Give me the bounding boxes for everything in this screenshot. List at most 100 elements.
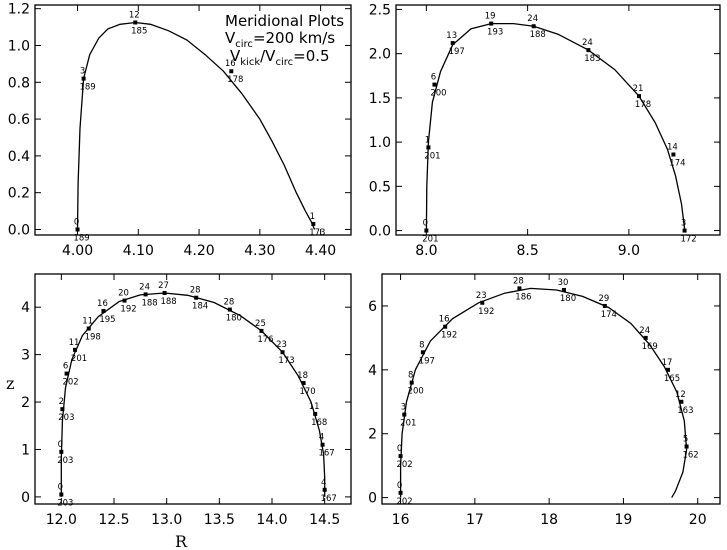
marker-label-top: 28 xyxy=(223,298,234,308)
marker-label-top: 16 xyxy=(439,315,450,325)
marker-label-bottom: 192 xyxy=(120,305,136,315)
x-tick-label: 8.5 xyxy=(516,243,538,259)
marker-label-bottom: 197 xyxy=(449,47,465,57)
marker-label-top: 14 xyxy=(667,143,678,153)
y-tick-label: 6 xyxy=(368,299,377,315)
y-axis-label: z xyxy=(6,374,14,393)
y-tick-label: 1.2 xyxy=(8,2,30,18)
orbit-marker xyxy=(64,371,69,376)
orbit-curve xyxy=(399,287,688,498)
marker-label-bottom: 203 xyxy=(58,413,74,423)
plot-frame xyxy=(34,4,352,236)
y-tick-label: 1.5 xyxy=(369,91,391,107)
marker-label-top: 30 xyxy=(558,278,569,288)
marker-label-bottom: 201 xyxy=(71,354,87,364)
marker-label-top: 3 xyxy=(80,67,85,77)
orbit-marker xyxy=(133,20,138,25)
marker-label-top: 24 xyxy=(139,282,150,292)
orbit-marker xyxy=(637,94,641,99)
y-tick-label: 0.0 xyxy=(8,222,30,238)
x-tick-label: 16 xyxy=(392,512,410,528)
marker-label-bottom: 192 xyxy=(441,331,457,341)
marker-label-top: 0 xyxy=(74,217,79,227)
marker-label-bottom: 192 xyxy=(478,307,494,317)
marker-label-bottom: 188 xyxy=(141,298,157,308)
marker-label-bottom: 189 xyxy=(79,83,95,93)
marker-label-top: 23 xyxy=(276,340,287,350)
orbit-marker xyxy=(684,444,689,449)
orbit-marker xyxy=(450,41,455,46)
y-tick-label: 0 xyxy=(368,491,377,507)
panel-top-left: 4.00 4.10 4.20 4.30 4.40 0.0 0.2 0.4 0.6 0.8 1.0 1.… xyxy=(8,2,352,259)
marker-label-top: 8 xyxy=(419,340,424,350)
marker-label-top: 27 xyxy=(158,281,169,291)
orbit-curve xyxy=(76,21,316,230)
marker-label-bottom: 178 xyxy=(635,100,651,110)
marker-label-bottom: 167 xyxy=(318,449,334,459)
marker-label-top: 23 xyxy=(476,291,487,301)
marker-label-bottom: 188 xyxy=(160,297,176,307)
marker-label-bottom: 172 xyxy=(680,235,696,245)
marker-label-bottom: 180 xyxy=(226,314,242,324)
orbit-marker xyxy=(227,307,232,312)
marker-label-bottom: 174 xyxy=(601,310,617,320)
marker-label-top: 18 xyxy=(297,371,308,381)
orbit-marker xyxy=(586,48,591,53)
x-tick-label: 8.0 xyxy=(415,243,437,259)
marker-label-bottom: 200 xyxy=(408,387,424,397)
marker-label-top: 6 xyxy=(431,73,436,83)
marker-label-top: 6 xyxy=(63,362,68,372)
y-tick-label: 0.6 xyxy=(8,112,30,128)
marker-label-top: 13 xyxy=(446,31,457,41)
marker-label-top: 11 xyxy=(309,402,320,412)
orbit-marker xyxy=(101,308,106,313)
orbit-marker xyxy=(81,76,86,81)
orbit-marker xyxy=(301,381,306,386)
marker-label-top: 11 xyxy=(82,317,93,327)
orbit-marker xyxy=(480,300,485,305)
marker-label-bottom: 203 xyxy=(57,456,73,466)
marker-label-top: 0 xyxy=(58,483,63,493)
orbit-marker xyxy=(426,145,431,150)
orbit-marker xyxy=(562,287,566,292)
y-tick-label: 4 xyxy=(368,363,377,379)
orbit-marker xyxy=(59,449,64,454)
x-tick-label: 4.00 xyxy=(62,243,93,259)
orbit-marker xyxy=(194,295,199,300)
marker-label-bottom: 200 xyxy=(430,89,446,99)
marker-label-bottom: 185 xyxy=(131,26,147,36)
orbit-marker xyxy=(59,492,64,497)
y-tick-label: 1.0 xyxy=(369,135,391,151)
y-tick-label: 4 xyxy=(21,300,30,316)
x-tick-label: 4.10 xyxy=(123,243,154,259)
marker-label-top: 1 xyxy=(310,212,315,222)
y-tick-label: 0.8 xyxy=(8,75,30,91)
x-tick-label: 17 xyxy=(466,512,484,528)
marker-label-bottom: 201 xyxy=(422,235,438,245)
orbit-marker xyxy=(409,380,414,385)
marker-label-top: 4 xyxy=(319,433,324,443)
x-tick-label: 13.5 xyxy=(204,512,235,528)
marker-label-bottom: 163 xyxy=(677,406,693,416)
figure-title: Meridional Plots xyxy=(225,12,344,30)
marker-label-bottom: 189 xyxy=(73,233,89,243)
marker-label-top: 21 xyxy=(633,84,644,94)
x-axis-label: R xyxy=(175,532,188,550)
y-tick-label: 0.0 xyxy=(369,224,391,240)
orbit-marker xyxy=(86,326,91,331)
y-tick-label: 0.2 xyxy=(8,186,30,202)
vratio-label: Vkick/Vcirc=0.5 xyxy=(230,47,330,68)
marker-label-top: 8 xyxy=(408,371,413,381)
marker-label-bottom: 183 xyxy=(584,54,600,64)
marker-label-bottom: 201 xyxy=(400,419,416,429)
marker-label-top: 2 xyxy=(59,397,64,407)
orbit-marker xyxy=(311,221,316,226)
marker-label-bottom: 201 xyxy=(424,151,440,161)
y-tick-label: 2.0 xyxy=(369,47,391,63)
panel-bottom-right: 16 17 18 19 20024602020202320182008197161922… xyxy=(368,273,721,528)
marker-label-top: 0 xyxy=(423,219,428,229)
marker-label-bottom: 198 xyxy=(85,333,101,343)
orbit-marker xyxy=(517,286,522,291)
marker-label-bottom: 174 xyxy=(669,159,685,169)
marker-label-top: 0 xyxy=(58,440,63,450)
